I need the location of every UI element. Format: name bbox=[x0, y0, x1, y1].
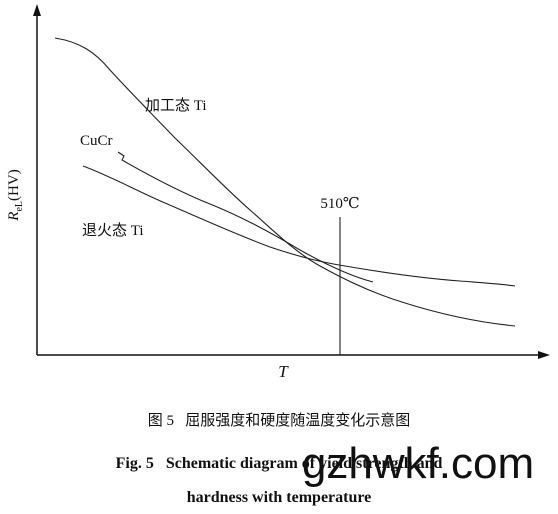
y-axis-label: ReL(HV) bbox=[6, 169, 25, 221]
curve-cucr bbox=[117, 151, 374, 283]
curve-worked-ti bbox=[54, 37, 516, 327]
curve-label: 加工态 Ti bbox=[145, 97, 207, 114]
y-label-symbol: R bbox=[6, 212, 22, 222]
y-axis-arrow bbox=[33, 4, 41, 16]
x-axis-label: T bbox=[278, 362, 289, 381]
curve-label: 退火态 Ti bbox=[82, 222, 144, 239]
caption-en: hardness with temperature bbox=[187, 489, 372, 506]
y-label-unit: (HV) bbox=[6, 169, 22, 201]
watermark: gzhwkf.com bbox=[302, 439, 534, 488]
caption-cn: 图 5 屈服强度和硬度随温度变化示意图 bbox=[148, 411, 411, 429]
caption-en: Fig. 5 Schematic diagram of yield streng… bbox=[116, 455, 443, 472]
curve-annealed-ti bbox=[82, 165, 516, 287]
y-label-subscript: eL bbox=[14, 201, 25, 212]
x-axis-arrow bbox=[538, 351, 550, 359]
curve-label: CuCr bbox=[80, 133, 113, 149]
marker-label: 510℃ bbox=[320, 196, 359, 212]
